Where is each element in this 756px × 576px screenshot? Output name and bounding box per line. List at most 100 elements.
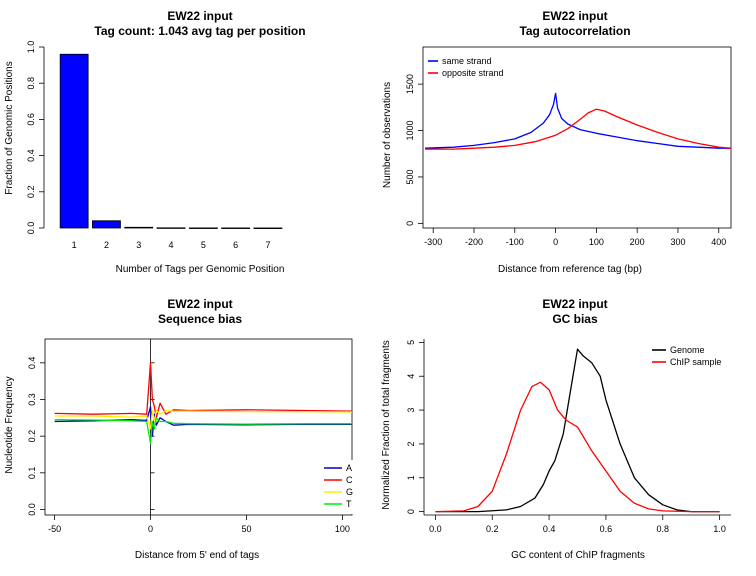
y-tick-label: 2 (406, 441, 416, 446)
panel1-bars (59, 53, 283, 229)
x-tick-label: 400 (711, 237, 726, 247)
bar-5 (188, 227, 218, 229)
y-tick-label: 5 (406, 340, 416, 345)
bar-3 (124, 226, 154, 229)
x-tick-label: 4 (169, 240, 174, 250)
x-tick-label: 0.4 (543, 524, 556, 534)
panel3-xlabel: Distance from 5' end of tags (135, 550, 259, 561)
panel-sequence-bias: EW22 input Sequence bias Distance from 5… (4, 297, 428, 561)
y-tick-label: 1.0 (26, 41, 36, 54)
panel-gc-bias: EW22 input GC bias GC content of ChIP fr… (381, 297, 731, 561)
bar-6 (221, 227, 251, 229)
x-tick-label: 1 (72, 240, 77, 250)
series-line-G (54, 409, 353, 430)
legend-label: C (346, 475, 353, 485)
legend-label: Genome (670, 345, 705, 355)
plot-frame (44, 338, 353, 516)
panel3-title: EW22 input (167, 297, 232, 311)
y-tick-label: 4 (406, 374, 416, 379)
x-tick-label: 3 (136, 240, 141, 250)
x-tick-label: 50 (241, 524, 251, 534)
legend-label: opposite strand (442, 68, 504, 78)
y-tick-label: 0.0 (27, 503, 37, 516)
x-tick-label: 0.2 (486, 524, 499, 534)
y-tick-label: 0.4 (26, 149, 36, 162)
panel4-subtitle: GC bias (552, 312, 598, 326)
panel2-legend: same strand opposite strand (428, 56, 504, 78)
panel1-axes: 1 2 3 4 5 6 7 0.0 0.2 0.4 0.6 0.8 1.0 (26, 41, 270, 250)
panel2-plot: -300 -200 -100 0 100 200 300 400 0 500 1000 1500 (405, 46, 732, 247)
legend-box (320, 460, 428, 514)
bar-4 (156, 227, 186, 229)
y-tick-label: 1 (406, 475, 416, 480)
panel2-title: EW22 input (542, 9, 607, 23)
panel1-title: EW22 input (167, 9, 232, 23)
legend-label: ChIP sample (670, 357, 721, 367)
x-tick-label: 0 (148, 524, 153, 534)
x-tick-label: 200 (630, 237, 645, 247)
y-tick-label: 0.8 (26, 77, 36, 90)
panel-tag-count: EW22 input Tag count: 1.043 avg tag per … (4, 9, 306, 275)
panel3-plot: -50 0 50 100 0.0 0.1 0.2 0.3 0.4 (27, 338, 353, 534)
plot-frame (422, 46, 732, 229)
x-tick-label: 2 (104, 240, 109, 250)
panel2-subtitle: Tag autocorrelation (519, 24, 630, 38)
panel4-ylabel: Normalized Fraction of total fragments (381, 340, 392, 510)
y-tick-label: 0 (405, 221, 415, 226)
legend-label: T (346, 499, 352, 509)
bar-2 (92, 220, 121, 229)
series-line-Genome (435, 348, 720, 513)
x-tick-label: -300 (424, 237, 442, 247)
x-tick-label: 5 (201, 240, 206, 250)
x-tick-label: -50 (48, 524, 61, 534)
x-tick-label: 0.0 (429, 524, 442, 534)
panel1-xlabel: Number of Tags per Genomic Position (116, 264, 285, 275)
series-line-C (54, 362, 353, 419)
y-tick-label: 0.4 (27, 357, 37, 370)
panel2-ylabel: Number of observations (382, 82, 393, 188)
x-tick-label: 0.6 (600, 524, 613, 534)
y-tick-label: 500 (405, 169, 415, 184)
bar-1 (59, 53, 89, 229)
panel4-title: EW22 input (542, 297, 607, 311)
legend-label: G (346, 487, 353, 497)
x-tick-label: 100 (335, 524, 350, 534)
y-tick-label: 0.2 (27, 430, 37, 443)
legend-label: A (346, 463, 352, 473)
x-tick-label: 7 (265, 240, 270, 250)
legend-label: same strand (442, 56, 492, 66)
panel-autocorrelation: EW22 input Tag autocorrelation Distance … (382, 9, 732, 275)
x-tick-label: 0 (553, 237, 558, 247)
panel3-ylabel: Nucleotide Frequency (4, 376, 15, 473)
x-tick-label: -200 (465, 237, 483, 247)
panel4-plot: 0.0 0.2 0.4 0.6 0.8 1.0 0 1 2 3 4 5 (406, 339, 731, 534)
y-tick-label: 0.1 (27, 467, 37, 480)
panel1-subtitle: Tag count: 1.043 avg tag per position (94, 24, 305, 38)
y-tick-label: 0.0 (26, 222, 36, 235)
panel2-xlabel: Distance from reference tag (bp) (498, 264, 642, 275)
panel1-ylabel: Fraction of Genomic Positions (4, 61, 15, 194)
bar-7 (253, 227, 283, 229)
y-tick-label: 1500 (405, 74, 415, 94)
x-tick-label: 100 (589, 237, 604, 247)
x-tick-label: 1.0 (713, 524, 726, 534)
x-tick-label: 6 (233, 240, 238, 250)
series-line-opposite-strand (425, 108, 732, 150)
panel4-xlabel: GC content of ChIP fragments (511, 550, 645, 561)
x-tick-label: 0.8 (657, 524, 670, 534)
series-line-A (54, 406, 352, 437)
series-line-ChIP-sample (435, 381, 720, 513)
panel4-legend: Genome ChIP sample (652, 345, 721, 367)
y-tick-label: 0.6 (26, 113, 36, 126)
x-tick-label: -100 (506, 237, 524, 247)
series-line-same-strand (424, 92, 731, 149)
y-tick-label: 1000 (405, 121, 415, 141)
y-tick-label: 0.2 (26, 186, 36, 199)
panel3-subtitle: Sequence bias (158, 312, 242, 326)
y-tick-label: 3 (406, 408, 416, 413)
y-tick-label: 0.3 (27, 393, 37, 406)
series-line-T (54, 417, 352, 445)
y-tick-label: 0 (406, 509, 416, 514)
